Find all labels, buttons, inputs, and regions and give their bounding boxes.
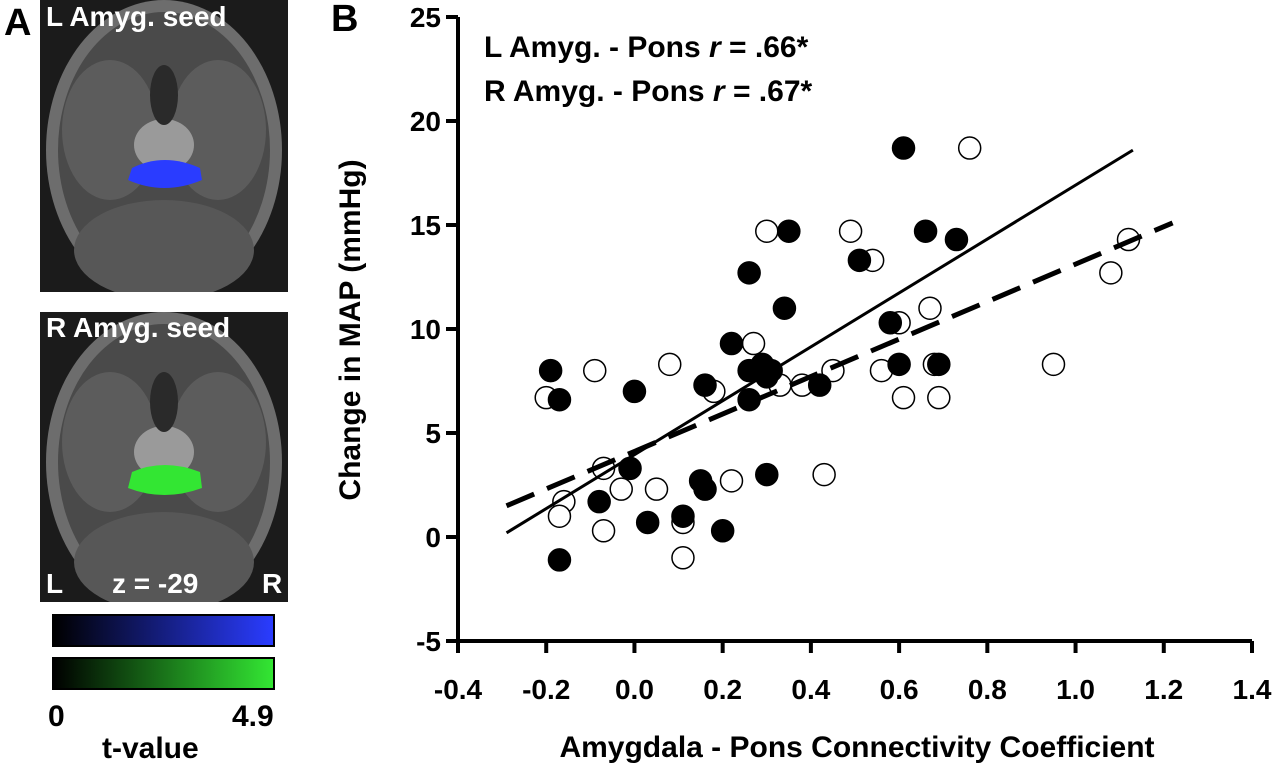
open-data-point [582,358,607,383]
y-tick-label: 10 [410,314,441,345]
filled-data-point [755,462,779,487]
filled-data-point [927,352,951,377]
colorbar-blue [52,614,275,647]
filled-data-point [777,219,801,243]
panel-a-label: A [4,2,32,44]
panel-b-label: B [331,0,358,40]
open-data-point [719,469,744,493]
open-data-point [838,219,863,243]
right-seed-pons-overlay [128,465,202,495]
open-data-point [812,462,836,487]
open-data-point [657,352,682,377]
open-data-point [755,219,779,243]
x-tick-label: 0.4 [791,674,830,705]
x-tick-label: -0.4 [434,674,483,705]
y-tick-label: -5 [416,626,441,657]
fit-line-dashed [505,220,1174,509]
x-tick-label: -0.2 [522,674,570,705]
filled-data-point [622,379,647,404]
x-tick-label: 1.2 [1144,674,1183,705]
colorbar-min-label: 0 [48,700,65,733]
filled-data-point [693,373,717,397]
x-tick-label: 1.0 [1056,674,1095,705]
x-tick-label: 0.0 [615,674,654,705]
filled-data-point [772,296,797,320]
x-tick-label: 0.8 [968,674,1007,705]
open-data-point [644,477,669,501]
filled-data-point [635,510,660,535]
brain-slice-drawing [46,0,282,292]
annotation-line-1: L Amyg. - Pons r = .66* [484,31,809,64]
filled-data-point [547,387,572,412]
open-data-point [609,477,633,501]
filled-data-point [807,373,832,397]
x-axis-label: Amygdala - Pons Connectivity Coefficient [559,731,1154,764]
fit-line-solid [505,148,1134,535]
x-tick-label: 0.6 [880,674,919,705]
y-tick-label: 5 [425,418,441,449]
top-seed-caption: L Amyg. seed [46,1,227,32]
open-data-point [671,546,695,570]
left-seed-pons-overlay [128,160,202,188]
filled-data-point [719,331,744,356]
filled-data-point [693,477,717,501]
filled-data-point [587,489,611,514]
filled-data-point [944,227,969,252]
filled-data-point [671,504,695,528]
open-data-point [591,519,616,543]
annotation-line-2: R Amyg. - Pons r = .67* [484,75,813,108]
open-data-point [891,385,916,410]
orientation-left-label: L [46,568,64,599]
bottom-seed-caption: R Amyg. seed [46,312,231,343]
y-axis-label: Change in MAP (mmHg) [334,159,367,500]
colorbar-max-label: 4.9 [232,700,274,733]
open-data-point [1041,352,1066,377]
open-data-point [547,504,572,528]
y-tick-label: 0 [425,522,441,553]
open-data-point [741,331,766,356]
y-tick-label: 15 [410,210,441,241]
open-data-point [927,385,951,410]
filled-data-point [878,311,903,335]
orientation-right-label: R [262,568,283,599]
filled-data-point [913,219,938,243]
open-data-point [918,296,942,320]
x-tick-label: 1.4 [1233,674,1272,705]
brain-slice-right-seed [40,312,288,602]
filled-data-point [547,548,572,572]
open-data-point [1099,261,1123,285]
colorbar-green [52,657,275,690]
colorbar-title: t-value [102,732,199,765]
filled-data-point [737,261,761,285]
filled-data-point [710,519,735,543]
brain-slice-drawing [46,312,282,602]
open-data-point [957,136,982,160]
y-tick-label: 25 [410,2,441,33]
filled-data-point [891,136,916,160]
filled-data-point [538,358,563,383]
y-tick-label: 20 [410,106,441,137]
filled-data-point [887,352,911,377]
filled-data-point [847,248,872,273]
x-tick-label: 0.2 [703,674,742,705]
slice-z-label: z = -29 [112,568,199,599]
brain-slice-left-seed [40,0,288,292]
